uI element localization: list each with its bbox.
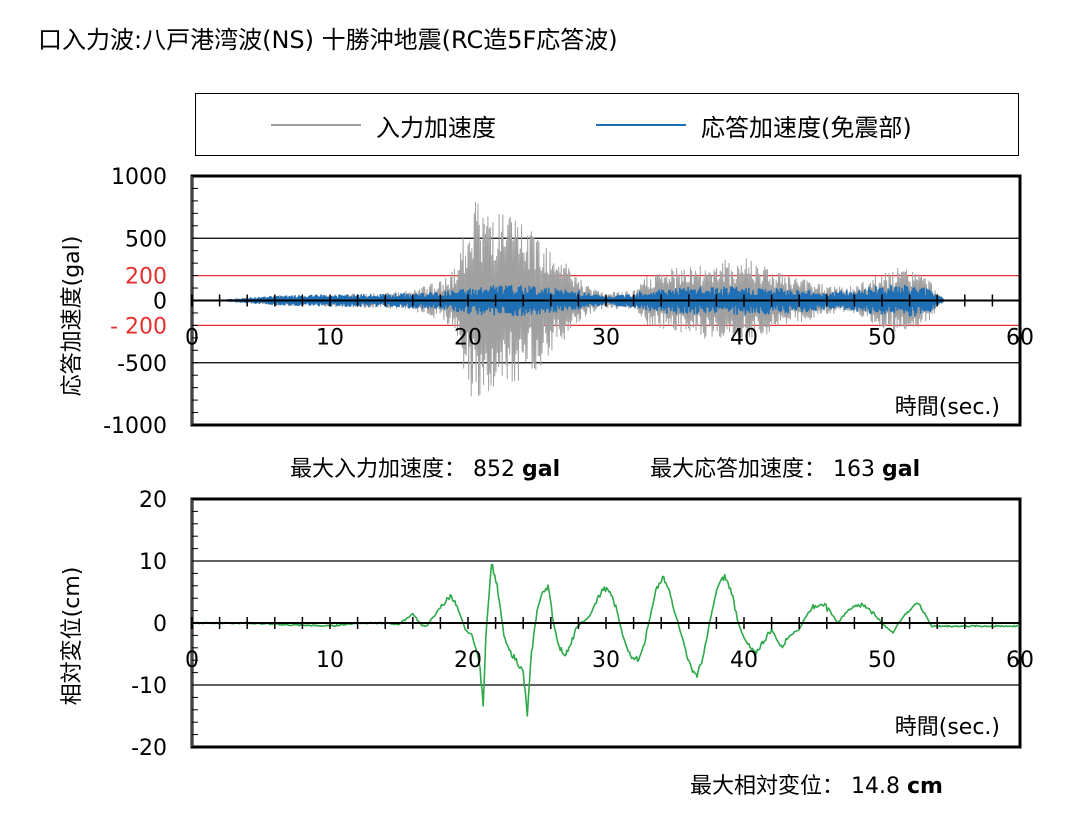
max-input-label: 最大入力加速度： — [290, 457, 467, 482]
x-tick-label: 60 — [1006, 326, 1034, 351]
x-tick-label: 10 — [316, 648, 344, 673]
disp-y-axis-label: 相対変位(cm) — [60, 566, 85, 706]
legend-input-swatch — [271, 124, 361, 126]
x-tick-label: 10 — [316, 326, 344, 351]
x-axis-label: 時間(sec.) — [895, 395, 1000, 420]
max-disp-label: 最大相対変位： — [690, 774, 845, 799]
legend-response-label: 応答加速度(免震部) — [701, 114, 912, 142]
legend: 入力加速度 応答加速度(免震部) — [195, 93, 1019, 156]
y-tick-label: 1000 — [111, 165, 167, 190]
x-tick-label: 40 — [730, 326, 758, 351]
max-disp-stat: 最大相対変位： 14.8 cm — [690, 768, 943, 800]
x-tick-label: 50 — [868, 326, 896, 351]
x-tick-label: 20 — [454, 326, 482, 351]
x-axis-label: 時間(sec.) — [895, 715, 1000, 740]
x-tick-label: 0 — [185, 648, 199, 673]
max-disp-unit: cm — [907, 774, 943, 799]
legend-response-swatch — [596, 124, 686, 126]
x-tick-label: 30 — [592, 648, 620, 673]
max-response-unit: gal — [882, 457, 921, 482]
max-response-stat: 最大応答加速度： 163 gal — [650, 451, 920, 483]
y-tick-label: -500 — [117, 352, 167, 377]
y-tick-label: 0 — [153, 290, 167, 315]
x-tick-label: 60 — [1006, 648, 1034, 673]
y-tick-label: 0 — [153, 612, 167, 637]
x-tick-label: 0 — [185, 326, 199, 351]
accel-y-axis-label: 応答加速度(gal) — [60, 235, 85, 397]
x-tick-label: 50 — [868, 648, 896, 673]
y-tick-label: -20 — [131, 736, 167, 761]
x-tick-label: 40 — [730, 648, 758, 673]
y-tick-label: 500 — [125, 227, 167, 252]
series-line-displacement — [191, 563, 1021, 717]
y-tick-label: 10 — [139, 550, 167, 575]
legend-input-label: 入力加速度 — [376, 114, 496, 142]
max-response-label: 最大応答加速度： — [650, 457, 827, 482]
max-input-stat: 最大入力加速度： 852 gal — [290, 451, 560, 483]
x-tick-label: 20 — [454, 648, 482, 673]
max-input-unit: gal — [522, 457, 561, 482]
y-tick-label: 200 — [125, 265, 167, 290]
x-tick-label: 30 — [592, 326, 620, 351]
displacement-chart: 20 10 0 -10 -20 0 10 20 30 40 50 60 時間(sec.) — [131, 488, 1034, 761]
y-tick-label: 20 — [139, 488, 167, 513]
max-input-value: 852 — [473, 457, 516, 482]
max-response-value: 163 — [833, 457, 876, 482]
max-disp-value: 14.8 — [851, 774, 900, 799]
y-tick-label: - 200 — [110, 314, 167, 339]
chart-title: 口入力波:八戸港湾波(NS) 十勝沖地震(RC造5F応答波) — [38, 26, 618, 54]
y-tick-label: -1000 — [103, 414, 167, 439]
y-tick-label: -10 — [131, 674, 167, 699]
